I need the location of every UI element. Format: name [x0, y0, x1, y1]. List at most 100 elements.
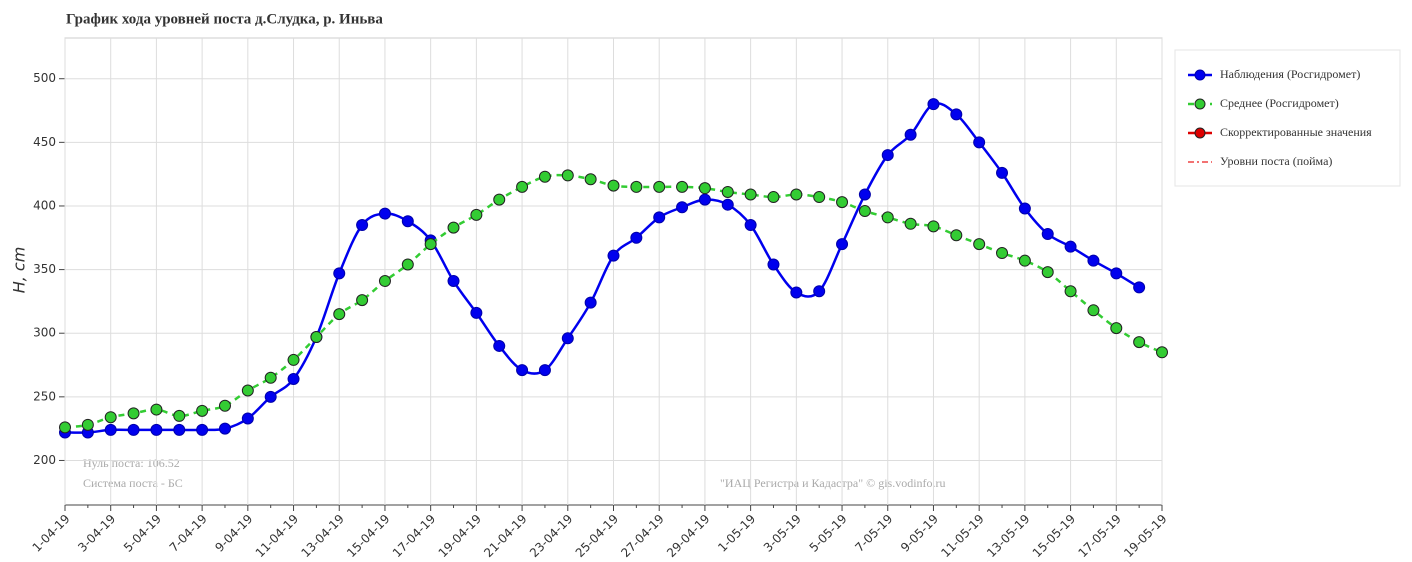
x-tick-label: 11-04-19 [253, 512, 301, 560]
point [881, 211, 894, 224]
point [767, 191, 780, 204]
x-tick-label: 1-05-19 [715, 512, 758, 555]
legend-label: Среднее (Росгидромет) [1220, 96, 1339, 110]
point [676, 180, 689, 193]
x-tick-label: 9-05-19 [898, 512, 941, 555]
point [218, 422, 231, 435]
x-tick-label: 23-04-19 [527, 512, 575, 560]
point [196, 423, 209, 436]
legend-box [1174, 49, 1401, 187]
point [150, 403, 163, 416]
y-tick-label: 450 [33, 135, 56, 149]
point [927, 220, 940, 233]
point [424, 238, 437, 251]
legend-marker [1194, 127, 1206, 139]
point [858, 188, 871, 201]
x-tick-label: 17-04-19 [390, 512, 438, 560]
y-tick-label: 200 [33, 453, 56, 467]
point [59, 421, 71, 434]
x-tick-label: 19-05-19 [1121, 512, 1169, 560]
annotation: Нуль поста: 106.52 [83, 456, 180, 470]
y-tick-label: 300 [33, 326, 56, 340]
point [333, 308, 346, 321]
point [721, 198, 734, 211]
point [378, 207, 391, 220]
x-tick-label: 27-04-19 [618, 512, 666, 560]
point [150, 423, 163, 436]
x-tick-label: 15-04-19 [344, 512, 392, 560]
point [1041, 266, 1054, 279]
point [127, 407, 140, 420]
point [607, 179, 620, 192]
point [836, 196, 849, 209]
point [378, 275, 391, 288]
point [493, 193, 506, 206]
x-tick-label: 13-05-19 [984, 512, 1032, 560]
x-tick-label: 1-04-19 [30, 512, 73, 555]
point [1041, 227, 1054, 240]
point [447, 221, 460, 234]
point [196, 404, 209, 417]
point [698, 193, 711, 206]
y-tick-label: 400 [33, 198, 56, 212]
point [607, 249, 620, 262]
point [538, 170, 551, 183]
point [470, 306, 483, 319]
series-line [64, 102, 1140, 434]
point [81, 418, 94, 431]
legend-marker [1194, 98, 1206, 110]
point [561, 332, 574, 345]
point [356, 294, 369, 307]
point [470, 208, 483, 221]
point [1110, 322, 1123, 335]
point [881, 149, 894, 162]
legend-label: Уровни поста (пойма) [1220, 154, 1332, 168]
point [104, 423, 117, 436]
point [927, 98, 940, 111]
point [173, 423, 186, 436]
point [721, 185, 734, 198]
point [584, 296, 597, 309]
point [996, 247, 1009, 260]
x-tick-label: 7-05-19 [852, 512, 895, 555]
annotation: Система поста - БС [83, 476, 183, 490]
point [493, 339, 506, 352]
x-tick-label: 25-04-19 [573, 512, 621, 560]
point [516, 180, 529, 193]
point [538, 364, 551, 377]
point [836, 238, 849, 251]
point [241, 384, 254, 397]
point [127, 423, 140, 436]
point [218, 399, 231, 412]
point [333, 267, 346, 280]
point [653, 211, 666, 224]
point [241, 412, 254, 425]
point [1087, 304, 1100, 317]
point [973, 238, 986, 251]
point [1110, 267, 1123, 280]
point [310, 331, 323, 344]
x-tick-label: 3-05-19 [761, 512, 804, 555]
point [1018, 202, 1031, 215]
y-tick-label: 500 [33, 71, 56, 85]
x-tick-label: 3-04-19 [75, 512, 118, 555]
x-tick-label: 21-04-19 [481, 512, 529, 560]
x-tick-label: 15-05-19 [1030, 512, 1078, 560]
x-tick-label: 7-04-19 [167, 512, 210, 555]
x-tick-label: 9-04-19 [212, 512, 255, 555]
point [401, 258, 414, 271]
point [790, 188, 803, 201]
x-tick-label: 11-05-19 [938, 512, 986, 560]
legend-label: Скорректированные значения [1220, 125, 1372, 139]
x-tick-label: 17-05-19 [1075, 512, 1123, 560]
y-tick-label: 350 [33, 262, 56, 276]
point [813, 191, 826, 204]
point [950, 108, 963, 121]
y-tick-label: 250 [33, 389, 56, 403]
point [287, 373, 300, 386]
point [950, 229, 963, 242]
x-tick-label: 5-05-19 [807, 512, 850, 555]
point [1156, 346, 1168, 359]
point [356, 219, 369, 232]
point [676, 201, 689, 214]
